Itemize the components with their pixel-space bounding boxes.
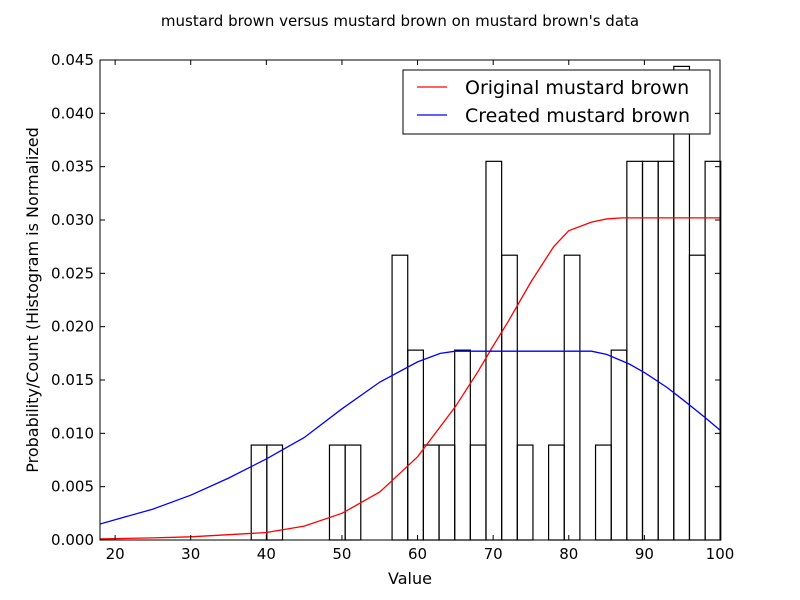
y-tick-label-4: 0.020: [51, 318, 94, 336]
y-tick-label-6: 0.030: [51, 211, 94, 229]
x-tick-label-0: 20: [106, 545, 125, 563]
x-axis-ticks: 20 30 40 50 60 70 80 90 100: [106, 60, 735, 563]
x-axis-label: Value: [388, 569, 432, 588]
x-tick-label-5: 70: [484, 545, 503, 563]
y-tick-label-8: 0.040: [51, 104, 94, 122]
chart-title: mustard brown versus mustard brown on mu…: [161, 12, 639, 30]
y-tick-label-3: 0.015: [51, 371, 94, 389]
x-tick-label-1: 30: [181, 545, 200, 563]
legend-label-0: Original mustard brown: [465, 77, 689, 99]
y-tick-label-9: 0.045: [51, 51, 94, 69]
x-tick-label-7: 90: [635, 545, 654, 563]
y-axis-label: Probability/Count (Histogram is Normaliz…: [23, 127, 42, 473]
plot-frame: [99, 59, 721, 541]
x-tick-label-8: 100: [706, 545, 735, 563]
y-axis-ticks: 0.000 0.005 0.010 0.015 0.020 0.025 0.030 0.035…: [51, 51, 720, 549]
y-tick-label-0: 0.000: [51, 531, 94, 549]
x-tick-label-3: 50: [332, 545, 351, 563]
legend-label-1: Created mustard brown: [465, 105, 690, 127]
x-tick-label-2: 40: [257, 545, 276, 563]
y-tick-label-7: 0.035: [51, 158, 94, 176]
distribution-lines: [100, 217, 720, 540]
legend-box: [402, 69, 711, 135]
y-tick-label-2: 0.010: [51, 424, 94, 442]
plot-area: [100, 60, 720, 540]
y-tick-label-5: 0.025: [51, 264, 94, 282]
series-line-1: [100, 350, 720, 525]
legend: Original mustard brown Created mustard br…: [402, 69, 711, 135]
x-tick-label-4: 60: [408, 545, 427, 563]
y-tick-label-1: 0.005: [51, 478, 94, 496]
x-tick-label-6: 80: [559, 545, 578, 563]
series-line-0: [100, 217, 720, 540]
